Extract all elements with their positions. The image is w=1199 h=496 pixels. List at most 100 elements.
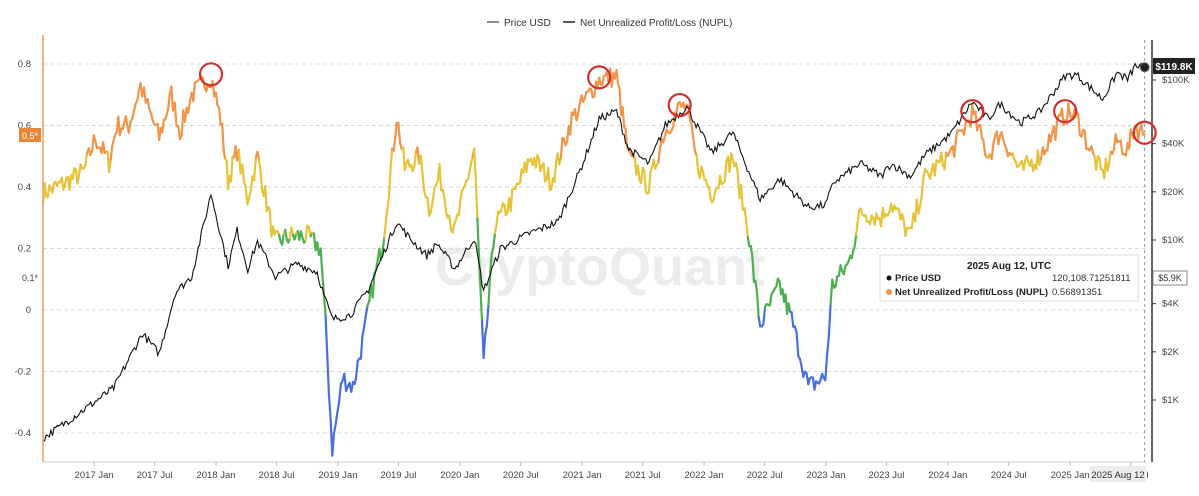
y-left-tick-label: 0.8 — [18, 59, 31, 70]
nupl-segment — [259, 160, 261, 172]
nupl-segment — [52, 183, 54, 193]
nupl-segment — [386, 209, 388, 223]
nupl-segment — [336, 412, 338, 425]
nupl-segment — [676, 103, 678, 113]
nupl-segment — [453, 224, 455, 232]
nupl-segment — [213, 81, 215, 96]
nupl-segment — [497, 211, 499, 225]
nupl-segment — [789, 303, 791, 311]
nupl-segment — [617, 70, 619, 83]
nupl-segment — [956, 131, 958, 140]
nupl-segment — [356, 361, 358, 378]
nupl-segment — [1108, 163, 1110, 171]
x-tick-label: 2021 Jul — [625, 470, 661, 481]
nupl-segment — [548, 168, 550, 190]
nupl-segment — [282, 234, 284, 245]
nupl-segment — [753, 258, 755, 281]
nupl-segment — [714, 191, 716, 200]
nupl-segment — [334, 424, 336, 433]
nupl-segment — [591, 89, 593, 97]
peak-highlight-circle — [200, 63, 222, 85]
legend-nupl-label[interactable]: Net Unrealized Profit/Loss (NUPL) — [580, 18, 732, 29]
nupl-segment — [339, 384, 341, 401]
nupl-segment — [659, 147, 661, 162]
nupl-segment — [855, 235, 857, 246]
nupl-segment — [920, 195, 922, 206]
price-last-marker — [1140, 63, 1149, 72]
nupl-segment — [1121, 141, 1123, 155]
nupl-segment — [351, 382, 353, 392]
nupl-segment — [188, 101, 190, 113]
nupl-segment — [285, 230, 287, 240]
legend: Price USD Net Unrealized Profit/Loss (NU… — [487, 18, 732, 29]
y-right-tick-label: $40K — [1162, 139, 1185, 150]
nupl-segment — [578, 103, 580, 114]
nupl-segment — [344, 374, 346, 391]
y-right-tick-label: $10K — [1162, 235, 1185, 246]
nupl-segment — [168, 94, 170, 108]
nupl-segment — [242, 165, 244, 182]
tooltip-nupl-value: 0.56891351 — [1052, 287, 1102, 298]
nupl-segment — [387, 197, 389, 209]
nupl-segment — [757, 294, 759, 317]
left-badge-05: 0.5* — [19, 128, 41, 142]
left-badge-01: 0.1* — [22, 273, 39, 283]
x-axis-end-badge: 2025 Aug 12 — [1090, 466, 1146, 482]
x-tick-label: 2017 Jan — [75, 470, 114, 481]
nupl-segment — [73, 168, 75, 179]
nupl-segment — [111, 146, 113, 160]
tooltip-date: 2025 Aug 12, UTC — [967, 261, 1051, 272]
nupl-segment — [570, 113, 572, 135]
nupl-segment — [829, 304, 831, 337]
nupl-segment — [922, 177, 924, 195]
nupl-segment — [844, 266, 846, 274]
nupl-segment — [980, 125, 982, 137]
nupl-segment — [78, 174, 80, 183]
tooltip-nupl-dot — [886, 289, 892, 295]
nupl-segment — [45, 183, 47, 196]
x-tick-label: 2023 Jul — [868, 470, 904, 481]
y-left-tick-label: -0.2 — [15, 367, 31, 378]
nupl-segment — [544, 163, 546, 181]
y-left-tick-label: 0.2 — [18, 244, 31, 255]
y-right-tick-label: $2K — [1162, 347, 1180, 358]
nupl-segment — [526, 159, 528, 172]
y-left-tick-label: -0.4 — [15, 428, 31, 439]
nupl-segment — [321, 249, 323, 273]
nupl-segment — [1138, 129, 1140, 139]
x-tick-label: 2022 Jan — [685, 470, 724, 481]
nupl-segment — [485, 326, 487, 334]
x-tick-label: 2023 Jan — [806, 470, 845, 481]
nupl-segment — [763, 307, 765, 324]
nupl-segment — [440, 164, 442, 190]
y-right-tick-label: $100K — [1162, 75, 1190, 86]
nupl-segment — [258, 152, 260, 160]
tooltip: 2025 Aug 12, UTC Price USD 120,108.71251… — [880, 255, 1138, 301]
nupl-segment — [332, 433, 334, 456]
nupl-segment — [495, 225, 497, 233]
nupl-segment — [1056, 120, 1058, 140]
nupl-segment — [641, 168, 643, 183]
nupl-segment — [364, 316, 366, 328]
nupl-segment — [827, 337, 829, 355]
nupl-segment — [935, 160, 937, 175]
price-marker-badge-text: $5.9K — [1158, 273, 1182, 283]
nupl-segment — [366, 306, 368, 316]
nupl-segment — [433, 189, 435, 203]
x-tick-label: 2019 Jul — [380, 470, 416, 481]
nupl-segment — [602, 76, 604, 85]
nupl-segment — [1002, 132, 1004, 139]
nupl-segment — [852, 251, 854, 259]
nupl-segment — [725, 160, 727, 181]
nupl-segment — [470, 163, 472, 171]
nupl-segment — [384, 223, 386, 238]
nupl-segment — [254, 158, 256, 181]
nupl-segment — [414, 152, 416, 166]
y-left-tick-label: 0.4 — [18, 182, 31, 193]
y-right-tick-label: $4K — [1162, 299, 1180, 310]
x-tick-label: 2020 Jan — [440, 470, 479, 481]
nupl-segment — [459, 200, 461, 215]
legend-price-label[interactable]: Price USD — [504, 18, 551, 29]
nupl-segment — [930, 171, 932, 179]
